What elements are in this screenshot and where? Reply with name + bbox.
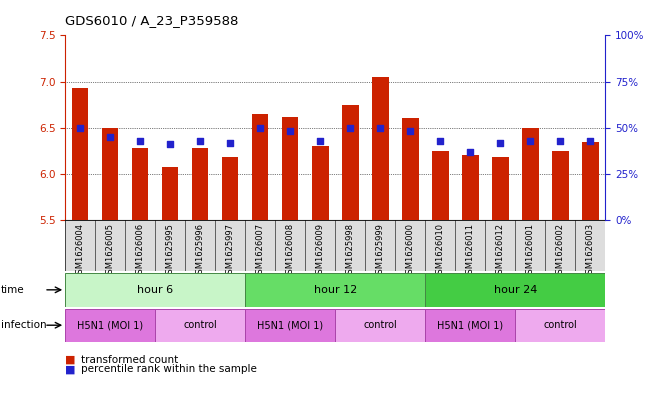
Bar xyxy=(102,128,118,220)
Text: H5N1 (MOI 1): H5N1 (MOI 1) xyxy=(257,320,324,330)
Point xyxy=(225,140,236,146)
Text: GSM1626003: GSM1626003 xyxy=(586,222,595,279)
Text: H5N1 (MOI 1): H5N1 (MOI 1) xyxy=(77,320,143,330)
Point xyxy=(105,134,115,140)
Bar xyxy=(522,128,538,220)
Text: GSM1626002: GSM1626002 xyxy=(556,222,565,279)
Text: ■: ■ xyxy=(65,364,76,375)
Text: GSM1625995: GSM1625995 xyxy=(165,222,174,279)
Bar xyxy=(432,151,449,220)
Point xyxy=(525,138,536,144)
Bar xyxy=(462,155,478,220)
Text: GSM1625998: GSM1625998 xyxy=(346,222,355,279)
Bar xyxy=(335,309,425,342)
Text: GSM1626004: GSM1626004 xyxy=(76,222,85,279)
Point xyxy=(555,138,566,144)
Bar xyxy=(252,114,268,220)
Point xyxy=(165,141,175,147)
Point xyxy=(135,138,145,144)
Bar xyxy=(582,141,599,220)
Text: GSM1626008: GSM1626008 xyxy=(286,222,295,279)
Text: GSM1625997: GSM1625997 xyxy=(226,222,235,279)
Bar xyxy=(222,157,238,220)
Point xyxy=(315,138,326,144)
Point xyxy=(435,138,445,144)
Point xyxy=(285,128,296,134)
Bar xyxy=(162,167,178,220)
Bar xyxy=(282,117,299,220)
Text: time: time xyxy=(1,285,24,295)
Text: GSM1626009: GSM1626009 xyxy=(316,222,325,279)
Point xyxy=(345,125,355,131)
Bar xyxy=(192,148,208,220)
Text: GSM1626011: GSM1626011 xyxy=(466,222,475,279)
Point xyxy=(75,125,85,131)
Bar xyxy=(516,309,605,342)
Text: GDS6010 / A_23_P359588: GDS6010 / A_23_P359588 xyxy=(65,15,238,28)
Text: control: control xyxy=(184,320,217,330)
Text: ■: ■ xyxy=(65,354,76,365)
Bar xyxy=(425,273,605,307)
Bar xyxy=(312,146,329,220)
Bar xyxy=(72,88,89,220)
Bar xyxy=(552,151,569,220)
Text: GSM1625996: GSM1625996 xyxy=(196,222,204,279)
Bar xyxy=(155,309,245,342)
Text: GSM1626005: GSM1626005 xyxy=(105,222,115,279)
Text: transformed count: transformed count xyxy=(81,354,178,365)
Bar xyxy=(342,105,359,220)
Text: control: control xyxy=(363,320,397,330)
Bar xyxy=(425,309,516,342)
Text: hour 12: hour 12 xyxy=(314,285,357,295)
Point xyxy=(585,138,596,144)
Bar xyxy=(132,148,148,220)
Text: percentile rank within the sample: percentile rank within the sample xyxy=(81,364,257,375)
Bar xyxy=(65,309,155,342)
Text: GSM1626000: GSM1626000 xyxy=(406,222,415,279)
Point xyxy=(255,125,266,131)
Text: hour 24: hour 24 xyxy=(493,285,537,295)
Bar xyxy=(372,77,389,220)
Text: control: control xyxy=(544,320,577,330)
Bar xyxy=(245,309,335,342)
Point xyxy=(495,140,506,146)
Text: hour 6: hour 6 xyxy=(137,285,173,295)
Bar xyxy=(402,119,419,220)
Point xyxy=(405,128,415,134)
Bar xyxy=(65,273,245,307)
Bar xyxy=(245,273,425,307)
Bar xyxy=(492,157,508,220)
Text: H5N1 (MOI 1): H5N1 (MOI 1) xyxy=(437,320,503,330)
Text: infection: infection xyxy=(1,320,46,330)
Text: GSM1625999: GSM1625999 xyxy=(376,222,385,279)
Text: GSM1626010: GSM1626010 xyxy=(436,222,445,279)
Point xyxy=(375,125,385,131)
Point xyxy=(465,149,475,155)
Text: GSM1626012: GSM1626012 xyxy=(496,222,505,279)
Bar xyxy=(65,220,605,271)
Text: GSM1626006: GSM1626006 xyxy=(135,222,145,279)
Text: GSM1626007: GSM1626007 xyxy=(256,222,265,279)
Point xyxy=(195,138,206,144)
Text: GSM1626001: GSM1626001 xyxy=(526,222,535,279)
